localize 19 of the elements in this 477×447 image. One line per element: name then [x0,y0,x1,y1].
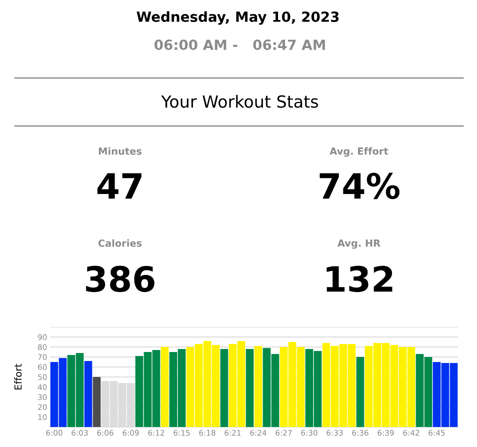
text: Wednesday, May 10, 2023 [136,11,339,25]
bar [92,377,101,427]
bar [254,346,262,427]
bar [356,357,364,427]
text: 132 [326,266,392,292]
text: Avg. HR [337,240,380,249]
bar [246,349,254,427]
bar [160,347,169,427]
text: Calories [98,239,142,247]
text: 386 [86,266,154,292]
text: Avg. Effort [330,147,388,157]
text: 74% [320,172,400,200]
bar [84,361,92,427]
y-axis-title: Effort [14,364,22,390]
text: 06:00 AM - 06:47 AM [154,40,325,50]
text: Minutes [98,147,142,155]
text: 47 [97,173,142,199]
bar [220,349,228,427]
text: Your Workout Stats [161,94,318,108]
